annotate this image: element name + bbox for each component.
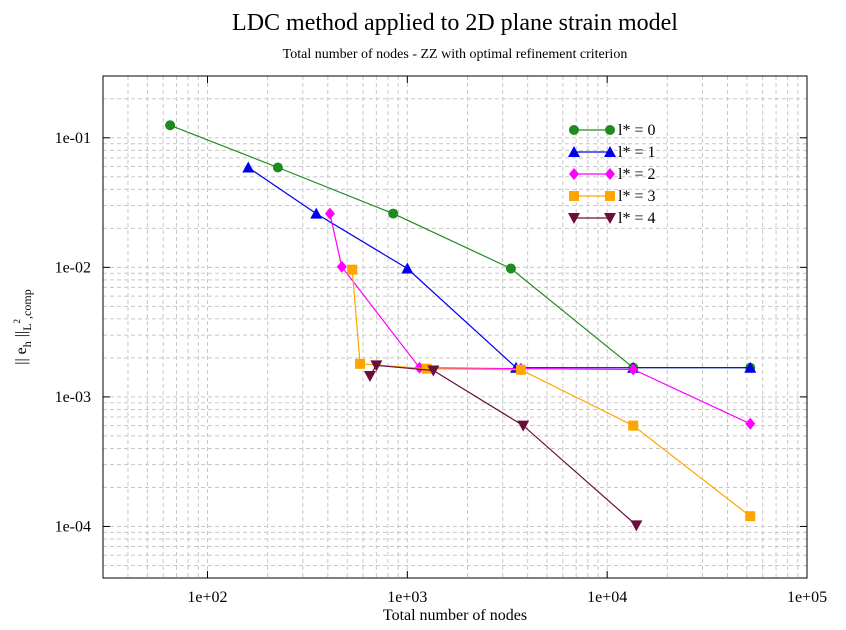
x-tick-label: 1e+04 (587, 589, 627, 606)
x-tick-label: 1e+03 (387, 589, 427, 606)
legend-marker (605, 168, 615, 180)
x-axis-label: Total number of nodes (383, 607, 527, 624)
legend-marker (605, 191, 615, 201)
series-line (169, 124, 751, 369)
data-point (401, 262, 414, 274)
series-4 (363, 360, 643, 532)
data-point (745, 417, 756, 430)
x-tick-label: 1e+02 (187, 589, 227, 606)
y-tick-label: 1e-01 (55, 130, 91, 147)
y-axis-label: || eh ||L2,comp (12, 289, 34, 364)
data-point (272, 162, 283, 173)
legend-label: l* = 2 (618, 166, 655, 183)
y-tick-label: 1e-03 (55, 389, 91, 406)
data-point (427, 365, 440, 377)
chart-subtitle: Total number of nodes - ZZ with optimal … (283, 47, 628, 62)
data-point (505, 263, 516, 274)
grid (102, 76, 808, 579)
legend-marker (568, 213, 580, 224)
data-point (421, 363, 432, 374)
data-point (347, 264, 358, 275)
plot-frame (102, 75, 808, 579)
legend-label: l* = 4 (618, 210, 655, 227)
data-point (388, 208, 399, 219)
y-tick-label: 1e-04 (55, 518, 91, 535)
legend-label: l* = 0 (618, 122, 655, 139)
legend-item-2: l* = 2 (569, 166, 655, 183)
legend-marker (604, 213, 616, 224)
chart-title: LDC method applied to 2D plane strain mo… (232, 10, 678, 36)
legend-marker (604, 146, 616, 157)
ticks: 1e+02 1e+03 1e+04 1e+05 1e-01 1e-02 1e-03 1e-04 (55, 76, 827, 606)
data-point (370, 360, 383, 372)
legend-label: l* = 1 (618, 144, 655, 161)
data-point (165, 120, 176, 131)
series-3 (347, 264, 756, 522)
data-point (517, 420, 530, 432)
legend-marker (569, 125, 579, 135)
series-line (247, 167, 751, 369)
data-point (628, 420, 639, 431)
legend-marker (569, 168, 579, 180)
legend-item-1: l* = 1 (568, 144, 655, 161)
data-point (336, 260, 347, 273)
legend-item-3: l* = 3 (569, 188, 655, 205)
data-point (745, 511, 756, 522)
y-tick-label: 1e-02 (55, 259, 91, 276)
x-tick-label: 1e+05 (787, 589, 827, 606)
data-point (324, 207, 335, 220)
data-point (630, 520, 643, 532)
legend-item-0: l* = 0 (569, 122, 655, 139)
legend-marker (569, 191, 579, 201)
legend-label: l* = 3 (618, 188, 655, 205)
series-line (351, 269, 751, 517)
series-line (329, 213, 751, 425)
data-point (355, 358, 366, 369)
legend-marker (605, 125, 615, 135)
data-point (363, 370, 376, 382)
data-point (628, 363, 639, 376)
series (165, 120, 757, 532)
data-point (515, 364, 526, 375)
data-point (310, 207, 323, 219)
data-point (242, 161, 255, 173)
data-point (744, 361, 757, 373)
series-line (369, 364, 637, 526)
legend-marker (568, 146, 580, 157)
legend: l* = 0 l* = 1 l* = 2 l* = 3 l* = 4 (568, 122, 655, 227)
legend-item-4: l* = 4 (568, 210, 655, 227)
